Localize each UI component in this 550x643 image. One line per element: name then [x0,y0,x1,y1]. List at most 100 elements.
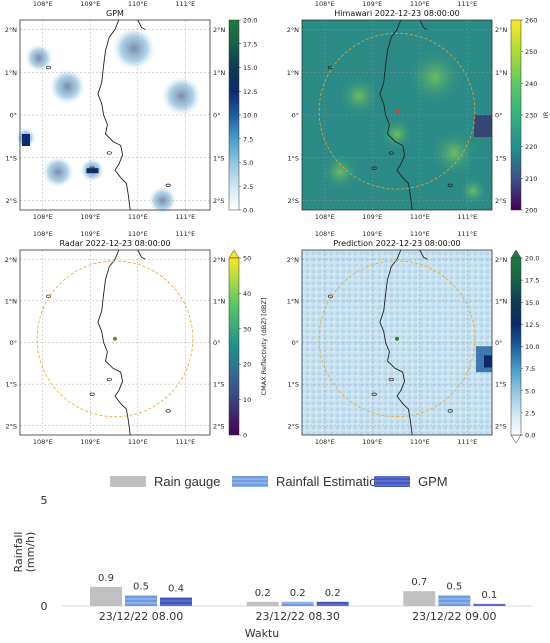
rain-blob [25,44,53,72]
lat-tick-right: 0° [495,339,502,347]
coastline [379,19,413,211]
lat-tick-right: 1°S [213,381,225,389]
bar-3-3 [473,603,506,606]
colorbar-tick-label: 2.5 [243,183,253,191]
lon-tick-bottom: 108°E [33,213,53,221]
colorbar-tick-label: 0.0 [243,207,253,215]
x-tick-label: 23/12/22 08.00 [99,610,183,623]
lon-tick-top: 111°E [175,230,195,238]
lon-tick-bottom: 110°E [410,213,430,221]
colorbar-extension [510,434,522,444]
bar-value-label: 0.7 [411,577,427,588]
lat-tick-left: 0° [10,339,17,347]
lon-tick-bottom: 108°E [315,213,335,221]
lat-tick-right: 1°N [213,297,225,305]
bar-1-2 [246,601,279,606]
lat-tick-right: 2°N [495,26,507,34]
colorbar-tick-label: 15.0 [243,64,257,72]
lat-tick-left: 2°S [5,197,17,205]
lon-tick-top: 108°E [33,230,53,238]
lat-tick-left: 1°S [5,154,17,162]
bar-3-2 [316,601,349,606]
lat-tick-left: 0° [10,112,17,120]
lon-tick-top: 111°E [457,0,477,8]
lon-tick-top: 109°E [362,230,382,238]
map-frame [301,249,493,436]
lat-tick-right: 2°S [495,197,507,205]
lon-tick-bottom: 109°E [362,438,382,446]
lat-tick-right: 1°N [495,69,507,77]
map-frame [301,19,493,211]
lat-tick-left: 1°N [287,69,299,77]
colorbar-tick-label: 10.0 [243,112,257,120]
legend-label-3: GPM [418,474,448,489]
radar-range-circle [318,260,476,418]
legend-swatch-2 [232,476,268,487]
island [89,166,95,170]
cloud-blob [458,176,488,206]
lat-tick-right: 2°S [213,422,225,430]
lat-tick-left: 2°N [5,26,17,34]
bar-value-label: 0.2 [290,588,306,599]
bar-chart: Rain gauge Rainfall Estimation GPM 0 5 Rainfa… [12,474,532,640]
lat-tick-right: 1°S [495,154,507,162]
rain-cell [86,168,99,174]
lat-tick-right: 2°N [213,256,225,264]
legend-label-1: Rain gauge [154,474,221,489]
panel-title: Prediction 2022-12-23 08:00:00 [333,239,460,248]
rain-blob [49,68,86,105]
map-frame [19,19,211,211]
cloud-blob [405,47,465,107]
map-panels: GPM 108°E 108°E 109°E 109°E 110°E 110°E 111°E 11… [5,0,550,446]
colorbar-tick-label: 260 [525,17,537,25]
cloud-blob [379,116,415,152]
lat-tick-right: 1°N [213,69,225,77]
radar-range-circle [318,32,476,190]
colorbar-tick-label: 250 [525,48,537,56]
colorbar-tick-label: 20.0 [525,255,539,263]
bar-value-label: 0.9 [98,573,114,584]
lat-tick-right: 2°N [213,26,225,34]
legend-label-2: Rainfall Estimation [276,474,384,489]
island [45,65,52,70]
lat-tick-right: 1°S [213,154,225,162]
rain-blob [42,156,74,188]
map-panel-himawari: Himawari 2022-12-23 08:00:00108°E108°E10… [287,0,550,221]
colorbar-tick-label: 12.5 [243,88,257,96]
colorbar-tick-label: 10.0 [525,343,539,351]
colorbar [510,257,522,436]
lon-tick-bottom: 110°E [128,213,148,221]
cloud-blob [320,152,360,192]
lon-tick-top: 109°E [80,0,100,8]
island [165,183,171,187]
lon-tick-bottom: 111°E [175,213,195,221]
y-tick-label: 5 [41,494,48,507]
coastline [97,249,131,436]
map-panel-gpm: GPM 108°E 108°E 109°E 109°E 110°E 110°E 111°E 11… [5,0,258,221]
rain-blob [112,26,156,71]
legend-swatch-3 [374,476,410,487]
island [165,409,171,413]
panel-title: GPM [106,9,124,18]
lat-tick-left: 2°S [287,422,299,430]
lat-tick-right: 0° [495,112,502,120]
island [371,392,377,396]
colorbar-tick-label: 230 [525,112,537,120]
radar-site-marker [395,336,399,341]
y-axis-label: (mm/h) [24,532,37,573]
coastline [137,19,146,30]
colorbar [510,19,522,211]
map-background [302,250,492,435]
lat-tick-right: 2°N [495,256,507,264]
colorbar-tick-label: 2.5 [525,409,535,417]
island [388,377,394,382]
colorbar-tick-label: 5.0 [243,159,253,167]
lat-tick-left: 1°S [5,381,17,389]
lon-tick-top: 111°E [457,230,477,238]
lon-tick-top: 108°E [33,0,53,8]
coastline [419,19,428,30]
colorbar [228,19,240,211]
colorbar-label: CMAX Reflectivity (dBZ) [dBZ] [260,298,268,396]
island [106,377,112,382]
lat-tick-left: 2°S [287,197,299,205]
